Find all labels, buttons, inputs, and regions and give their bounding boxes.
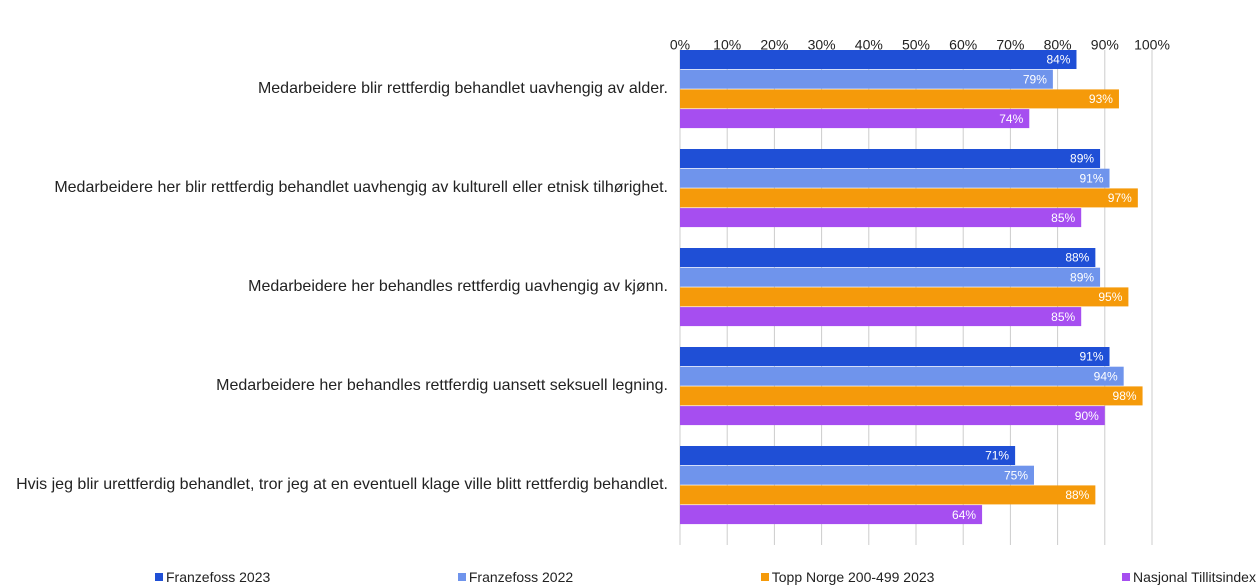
- legend: Franzefoss 2023 Franzefoss 2022 Topp Norge…: [155, 569, 1256, 585]
- bar: [680, 188, 1138, 208]
- value-label: 90%: [1075, 409, 1099, 423]
- legend-item: Topp Norge 200-499 2023: [760, 569, 935, 585]
- value-label: 91%: [1079, 350, 1103, 364]
- value-label: 98%: [1113, 389, 1137, 403]
- x-tick-label: 60%: [949, 37, 977, 53]
- value-label: 64%: [952, 508, 976, 522]
- bar: [680, 446, 1016, 465]
- bar: [680, 347, 1110, 366]
- legend-item: Nasjonal Tillitsindex: [1122, 569, 1256, 585]
- category-label: Medarbeidere her behandles rettferdig ua…: [248, 278, 668, 295]
- bar: [680, 287, 1129, 307]
- value-label: 84%: [1046, 53, 1070, 67]
- value-label: 94%: [1094, 369, 1118, 383]
- bar: [680, 386, 1143, 406]
- x-tick-label: 50%: [902, 37, 930, 53]
- bar: [680, 69, 1053, 89]
- value-label: 93%: [1089, 92, 1113, 106]
- bar: [680, 89, 1119, 109]
- bar: [680, 485, 1096, 505]
- legend-label: Topp Norge 200-499 2023: [771, 569, 935, 585]
- x-tick-label: 20%: [760, 37, 788, 53]
- value-label: 88%: [1065, 488, 1089, 502]
- legend-item: Franzefoss 2022: [457, 569, 574, 585]
- x-tick-label: 40%: [855, 37, 883, 53]
- value-label: 97%: [1108, 191, 1132, 205]
- x-tick-label: 90%: [1091, 37, 1119, 53]
- bar: [680, 109, 1030, 129]
- category-label: Medarbeidere her behandles rettferdig ua…: [216, 377, 668, 394]
- value-label: 79%: [1023, 72, 1047, 86]
- bar: [680, 50, 1077, 69]
- category-label: Hvis jeg blir urettferdig behandlet, tro…: [16, 476, 668, 493]
- bar: [680, 366, 1124, 386]
- legend-item: Franzefoss 2023: [155, 569, 270, 585]
- bar: [680, 267, 1101, 287]
- legend-label: Nasjonal Tillitsindex: [1133, 569, 1256, 585]
- bar: [680, 465, 1034, 485]
- x-tick-label: 10%: [713, 37, 741, 53]
- value-label: 89%: [1070, 270, 1094, 284]
- x-tick-label: 30%: [808, 37, 836, 53]
- bar: [680, 208, 1082, 228]
- legend-swatch: [155, 573, 163, 581]
- bar: [680, 307, 1082, 327]
- bar: [680, 248, 1096, 267]
- legend-label: Franzefoss 2023: [166, 569, 271, 585]
- value-label: 75%: [1004, 468, 1028, 482]
- x-tick-label: 100%: [1134, 37, 1170, 53]
- value-label: 74%: [999, 112, 1023, 126]
- bar: [680, 505, 983, 525]
- value-label: 85%: [1051, 211, 1075, 225]
- legend-swatch: [760, 573, 769, 581]
- bar: [680, 168, 1110, 188]
- value-label: 71%: [985, 449, 1009, 463]
- x-tick-label: 80%: [1044, 37, 1072, 53]
- value-label: 89%: [1070, 152, 1094, 166]
- value-label: 91%: [1079, 171, 1103, 185]
- legend-swatch: [457, 573, 466, 581]
- x-tick-label: 70%: [996, 37, 1024, 53]
- category-label: Medarbeidere her blir rettferdig behandl…: [54, 179, 668, 196]
- value-label: 88%: [1065, 251, 1089, 265]
- value-label: 95%: [1098, 290, 1122, 304]
- legend-swatch: [1122, 573, 1131, 581]
- bar: [680, 406, 1105, 426]
- value-label: 85%: [1051, 310, 1075, 324]
- x-tick-label: 0%: [670, 37, 690, 53]
- legend-label: Franzefoss 2022: [468, 569, 574, 585]
- category-label: Medarbeidere blir rettferdig behandlet u…: [257, 80, 668, 97]
- bar: [680, 149, 1101, 168]
